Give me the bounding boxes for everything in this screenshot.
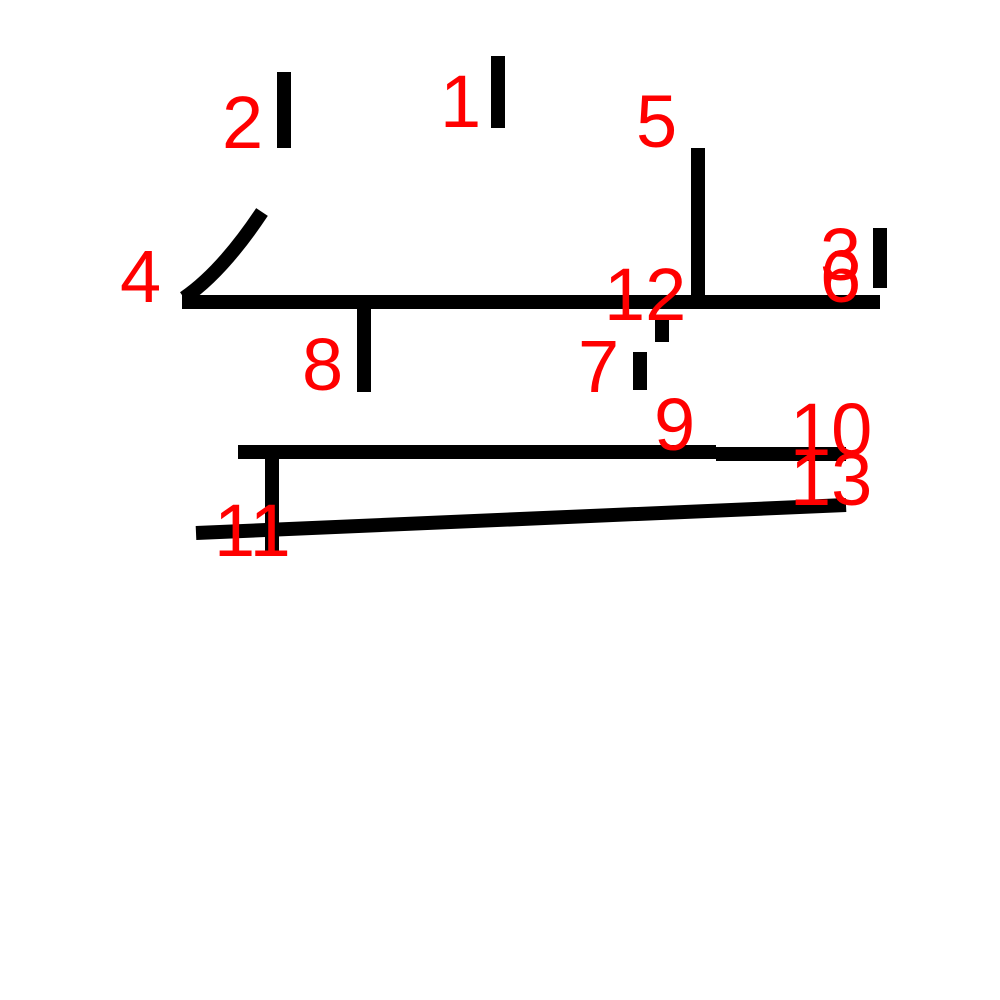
stroke-label-5: 5: [636, 80, 677, 163]
stroke-label-1: 1: [440, 60, 481, 143]
stroke-label-4: 4: [120, 235, 161, 318]
stroke-label-12: 12: [604, 253, 686, 336]
stroke-label-9: 9: [654, 383, 695, 466]
stroke-label-10: 10: [790, 388, 872, 471]
stroke-13: [195, 498, 847, 540]
stroke-4: [179, 208, 268, 304]
stroke-label-6: 6: [820, 235, 861, 318]
stroke-label-11: 11: [214, 489, 291, 572]
stroke-label-3: 3: [820, 213, 861, 296]
stroke-label-8: 8: [302, 323, 343, 406]
stroke-label-7: 7: [578, 325, 619, 408]
labels: 1 2 3 4 5 6 7 8 9 10 11 12 13: [120, 60, 872, 572]
strokes: [179, 56, 887, 554]
stroke-label-2: 2: [222, 81, 263, 164]
stroke-label-13: 13: [790, 438, 872, 521]
